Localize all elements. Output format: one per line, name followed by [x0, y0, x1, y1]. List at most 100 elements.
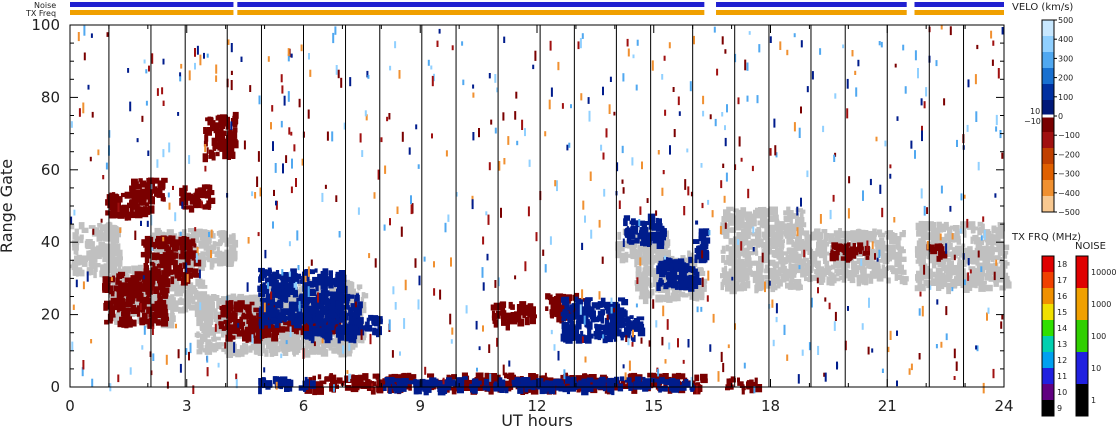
- scatter-cell: [653, 282, 658, 288]
- scatter-cell: [865, 256, 870, 260]
- scatter-cell: [172, 260, 177, 268]
- scatter-cell: [214, 251, 221, 258]
- scatter-cell: [110, 207, 117, 216]
- scatter-cell: [202, 348, 209, 353]
- scatter-cell: [730, 282, 738, 292]
- scatter-cell: [214, 295, 220, 301]
- scatter-cell: [264, 269, 269, 276]
- scatter-cell: [307, 317, 313, 325]
- scatter-cell: [229, 313, 235, 318]
- scatter-cell: [1002, 279, 1011, 287]
- scatter-cell: [761, 244, 766, 249]
- scatter-cell: [134, 271, 142, 278]
- scatter-cell: [316, 332, 325, 337]
- scatter-cell: [961, 258, 969, 264]
- scatter-cell: [180, 278, 188, 286]
- scatter-cell: [849, 247, 857, 253]
- scatter-cell: [112, 192, 116, 197]
- scatter-cell: [213, 315, 219, 323]
- scatter-cell: [232, 115, 239, 125]
- scatter-cell: [345, 297, 350, 306]
- scatter-cell: [789, 255, 796, 262]
- scatter-cell: [800, 272, 807, 278]
- scatter-cell: [375, 316, 383, 322]
- scatter-cell: [161, 276, 169, 281]
- scatter-cell: [586, 374, 592, 379]
- scatter-cell: [204, 237, 212, 245]
- scatter-cell: [918, 261, 926, 267]
- scatter-cell: [145, 282, 154, 291]
- scatter-cell: [874, 239, 880, 247]
- scatter-cell: [1003, 272, 1009, 282]
- scatter-cell: [354, 310, 361, 318]
- scatter-cell: [841, 268, 845, 273]
- scatter-cell: [151, 278, 155, 284]
- scatter-cell: [78, 222, 85, 230]
- scatter-cell: [337, 280, 343, 290]
- scatter-cell: [153, 286, 160, 294]
- scatter-cell: [631, 372, 638, 380]
- scatter-cell: [346, 326, 352, 333]
- scatter-cell: [167, 246, 172, 255]
- scatter-cell: [224, 308, 228, 314]
- scatter-cell: [194, 234, 199, 240]
- scatter-cell: [427, 373, 435, 378]
- scatter-cell: [215, 115, 222, 121]
- scatter-cell: [787, 210, 794, 219]
- scatter-cell: [292, 313, 300, 318]
- scatter-cell: [273, 328, 280, 335]
- scatter-cell: [291, 331, 297, 340]
- scatter-cell: [161, 270, 166, 279]
- scatter-cell: [945, 251, 951, 258]
- scatter-cell: [782, 263, 786, 271]
- scatter-cell: [990, 240, 999, 246]
- scatter-cell: [799, 258, 807, 267]
- scatter-cell: [651, 289, 655, 296]
- scatter-cell: [328, 343, 333, 351]
- scatter-cell: [300, 328, 306, 336]
- scatter-cell: [894, 272, 898, 281]
- scatter-cell: [312, 327, 320, 332]
- scatter-cell: [312, 316, 318, 324]
- scatter-cell: [776, 252, 784, 258]
- scatter-cell: [737, 276, 744, 283]
- scatter-cell: [938, 238, 946, 244]
- scatter-cell: [315, 299, 321, 307]
- scatter-cell: [203, 140, 208, 147]
- scatter-cell: [845, 230, 853, 239]
- scatter-cell: [222, 258, 229, 265]
- scatter-cell: [114, 243, 121, 252]
- scatter-cell: [732, 259, 740, 265]
- scatter-cell: [872, 261, 880, 266]
- scatter-cell: [81, 259, 88, 267]
- scatter-cell: [316, 317, 324, 326]
- scatter-cell: [335, 326, 343, 332]
- scatter-cell: [146, 177, 154, 184]
- scatter-cell: [853, 249, 859, 256]
- scatter-cell: [779, 257, 787, 265]
- scatter-cell: [647, 253, 652, 262]
- scatter-cell: [197, 262, 205, 271]
- scatter-cell: [999, 285, 1006, 291]
- scatter-cell: [549, 309, 557, 315]
- scatter-cell: [208, 327, 215, 336]
- scatter-cell: [761, 208, 768, 215]
- scatter-cell: [750, 272, 756, 277]
- scatter-cell: [196, 319, 202, 327]
- scatter-cell: [376, 328, 380, 338]
- scatter-cell: [185, 267, 193, 273]
- scatter-cell: [353, 315, 357, 320]
- scatter-cell: [956, 278, 962, 286]
- scatter-cell: [650, 242, 656, 247]
- scatter-cell: [823, 232, 827, 240]
- scatter-cell: [658, 287, 666, 293]
- scatter-cell: [200, 243, 207, 248]
- scatter-cell: [168, 257, 175, 264]
- scatter-cell: [117, 298, 123, 304]
- scatter-cell: [232, 239, 239, 248]
- scatter-cell: [218, 321, 225, 330]
- scatter-cell: [206, 127, 212, 136]
- scatter-cell: [107, 313, 114, 322]
- scatter-cell: [943, 266, 948, 274]
- scatter-cell: [313, 303, 318, 308]
